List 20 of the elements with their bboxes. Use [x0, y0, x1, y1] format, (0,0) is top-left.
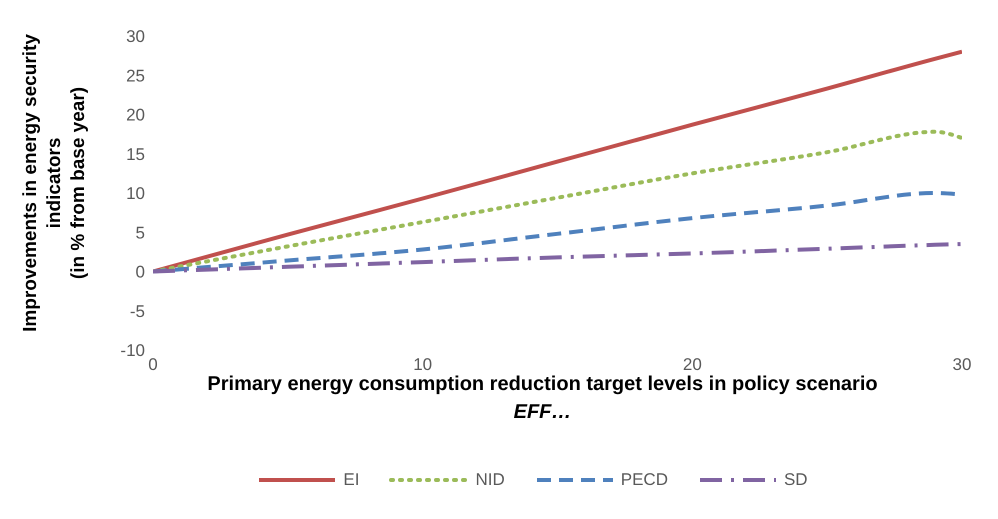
y-tick-label: 30: [126, 27, 145, 46]
x-axis-title: Primary energy consumption reduction target levels in policy scenario EFF…: [207, 373, 878, 423]
y-tick-label: 20: [126, 106, 145, 125]
legend-label: EI: [343, 470, 360, 490]
legend-label: PECD: [620, 470, 668, 490]
x-tick-label: 30: [952, 355, 972, 374]
y-axis-title: Improvements in energy security indicators (in % from base year): [20, 34, 89, 332]
y-tick-label: -5: [130, 302, 145, 321]
y-tick-label: 25: [126, 66, 145, 86]
y-tick-label: 10: [126, 184, 145, 204]
y-tick-label: 0: [136, 262, 145, 282]
x-tick-label: 10: [413, 355, 432, 374]
x-tick-label: 0: [148, 355, 158, 374]
legend-label: NID: [475, 470, 505, 490]
x-tick-label: 20: [682, 355, 702, 374]
y-tick-label: 15: [126, 144, 145, 164]
y-tick-label: -10: [120, 341, 145, 360]
line-series: [153, 242, 962, 274]
y-tick-label: 5: [136, 223, 145, 242]
legend-label: SD: [784, 470, 808, 490]
